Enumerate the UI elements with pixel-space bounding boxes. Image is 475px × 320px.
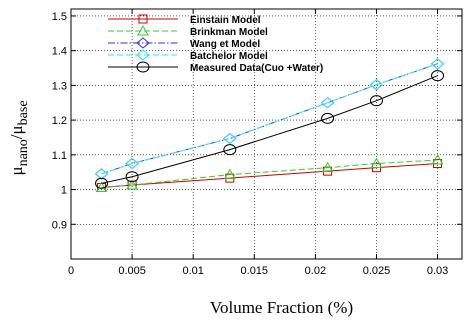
series-0 bbox=[97, 159, 443, 192]
series-line bbox=[101, 63, 438, 175]
y-axis: 0.9 1 1.1 1.2 1.3 1.4 1.5 bbox=[52, 11, 462, 231]
data-point bbox=[223, 144, 237, 156]
data-point bbox=[430, 58, 445, 70]
series-line bbox=[101, 63, 438, 175]
x-axis: 0 0.005 0.01 0.015 0.02 0.025 0.03 bbox=[68, 9, 448, 277]
data-point bbox=[95, 177, 109, 189]
y-tick-label: 1.3 bbox=[52, 80, 67, 92]
x-tick-label: 0.01 bbox=[182, 265, 203, 277]
data-point bbox=[320, 97, 335, 109]
x-tick-label: 0.005 bbox=[118, 265, 146, 277]
legend-label: Measured Data(Cuo +Water) bbox=[190, 63, 323, 74]
data-point bbox=[321, 161, 334, 173]
y-tick-label: 0.9 bbox=[52, 219, 67, 231]
data-point bbox=[125, 157, 139, 170]
data-point bbox=[223, 132, 237, 145]
series-line bbox=[101, 163, 438, 188]
x-tick-label: 0.025 bbox=[363, 265, 391, 277]
y-tick-label: 1.4 bbox=[52, 46, 67, 58]
y-label-mu2: μ bbox=[7, 125, 26, 134]
legend-label: Brinkman Model bbox=[190, 27, 268, 38]
y-label-mu: μ bbox=[7, 166, 26, 175]
plot-frame bbox=[70, 8, 463, 260]
data-point bbox=[225, 173, 235, 183]
legend-marker bbox=[136, 49, 150, 61]
series-4 bbox=[95, 70, 445, 189]
y-tick-label: 1 bbox=[61, 185, 67, 197]
data-point bbox=[95, 181, 108, 192]
series-layer bbox=[94, 58, 445, 192]
legend-marker bbox=[136, 37, 150, 49]
series-3 bbox=[94, 58, 445, 180]
data-point bbox=[223, 132, 237, 145]
plot-grid bbox=[71, 9, 462, 259]
legend-marker bbox=[136, 61, 150, 73]
data-point bbox=[370, 157, 383, 169]
series-1 bbox=[95, 154, 444, 192]
x-axis-label: Volume Fraction (%) bbox=[210, 298, 353, 317]
data-point bbox=[321, 112, 335, 124]
data-point bbox=[223, 168, 236, 180]
legend-marker bbox=[137, 24, 149, 36]
y-label-sep: / bbox=[7, 134, 26, 139]
data-point bbox=[369, 79, 384, 91]
series-line bbox=[101, 75, 438, 184]
legend-label: Einstain Model bbox=[190, 15, 261, 26]
data-point bbox=[126, 179, 138, 190]
data-point bbox=[125, 171, 139, 183]
y-tick-label: 1.2 bbox=[52, 115, 67, 127]
data-point bbox=[94, 168, 109, 180]
series-line bbox=[101, 159, 438, 188]
legend-label: Batchelor Model bbox=[190, 51, 268, 62]
data-point bbox=[369, 95, 383, 107]
y-tick-label: 1.1 bbox=[52, 150, 67, 162]
x-tick-label: 0.03 bbox=[427, 265, 448, 277]
series-2 bbox=[94, 58, 445, 180]
data-point bbox=[433, 159, 443, 169]
data-point bbox=[323, 166, 333, 176]
data-point bbox=[431, 154, 444, 165]
y-axis-label: μnano/μbase bbox=[7, 100, 31, 175]
y-label-den-sub: base bbox=[16, 100, 31, 125]
data-point bbox=[431, 70, 445, 82]
y-label-num-sub: nano bbox=[16, 139, 31, 166]
x-tick-label: 0 bbox=[68, 265, 74, 277]
x-tick-label: 0.015 bbox=[241, 265, 269, 277]
y-tick-label: 1.5 bbox=[52, 11, 67, 23]
x-tick-label: 0.02 bbox=[305, 265, 326, 277]
legend-label: Wang et Model bbox=[190, 39, 260, 50]
legend-marker bbox=[138, 14, 148, 24]
